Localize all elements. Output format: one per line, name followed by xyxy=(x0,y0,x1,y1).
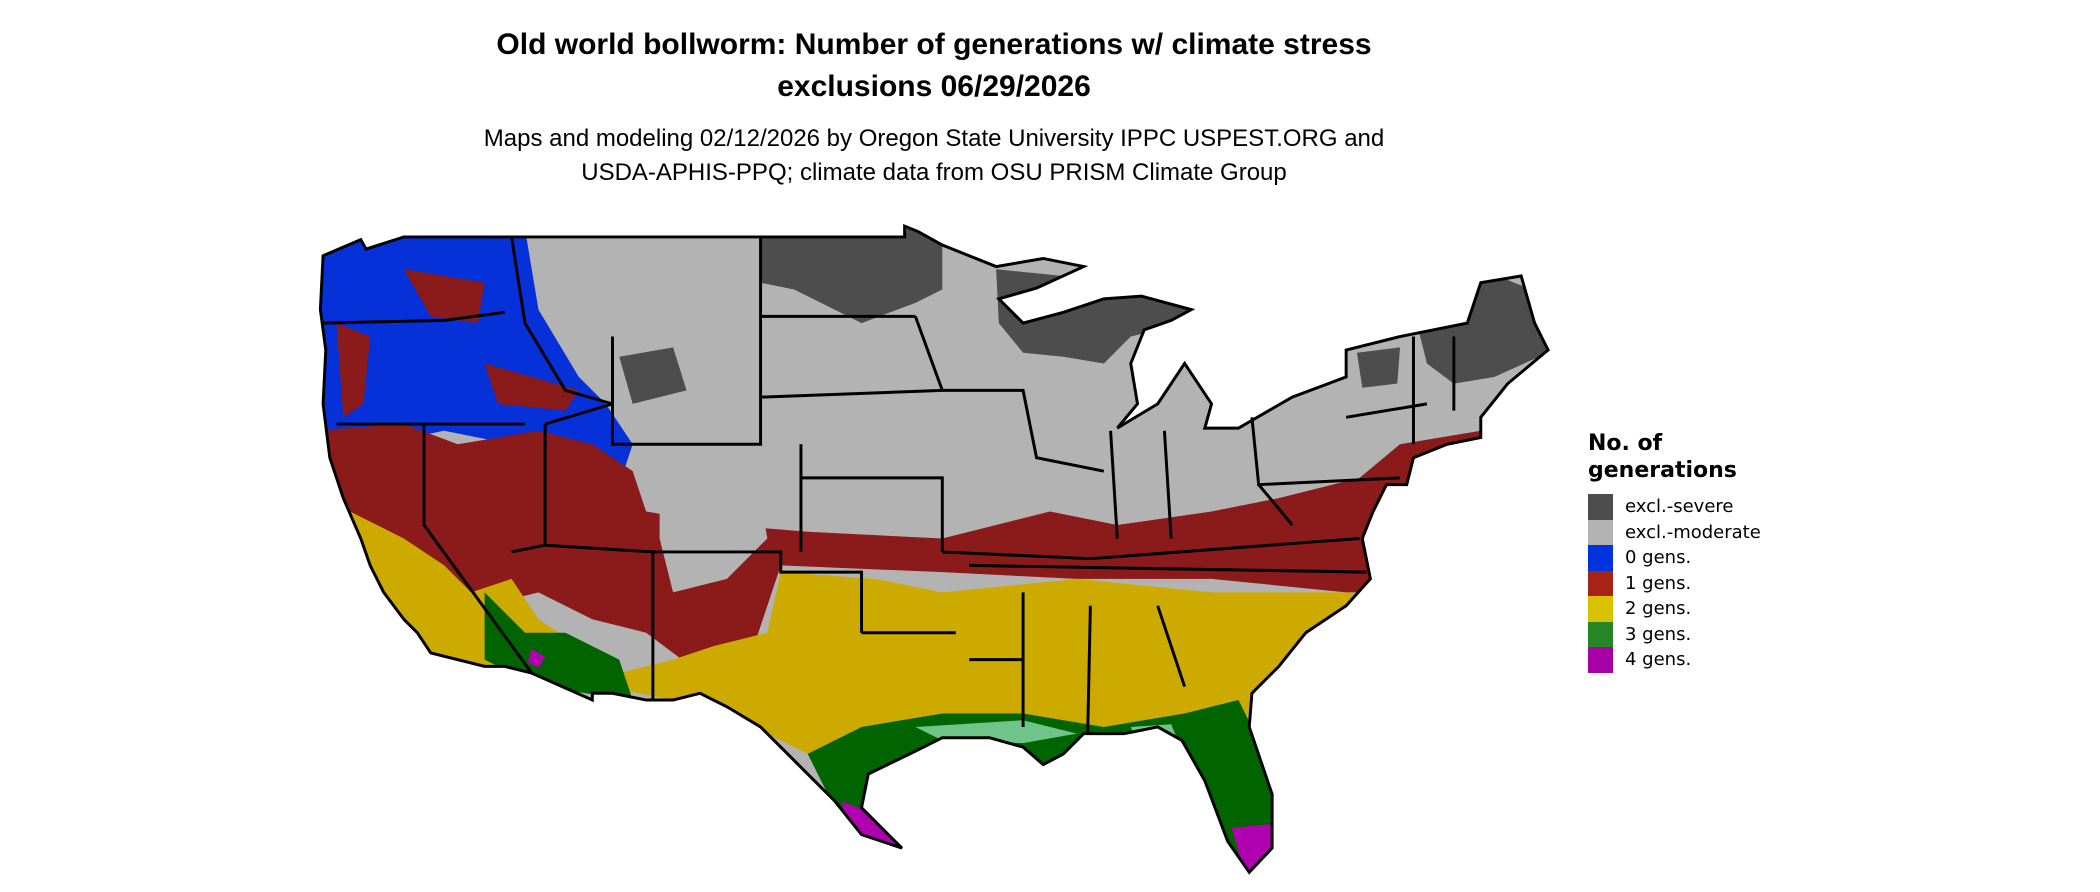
legend-item: 2 gens. xyxy=(1588,596,1761,622)
legend-items: excl.-severe excl.-moderate 0 gens. 1 gens.… xyxy=(1588,494,1761,673)
legend-item: 3 gens. xyxy=(1588,621,1761,647)
legend-title-line-2: generations xyxy=(1588,458,1737,483)
legend-item: 4 gens. xyxy=(1588,647,1761,673)
legend-title: No. of generations xyxy=(1588,430,1761,484)
map-title: Old world bollworm: Number of generation… xyxy=(334,24,1534,108)
excl-severe-region-minnesota xyxy=(760,228,943,324)
legend-item: excl.-severe xyxy=(1588,494,1761,520)
legend-swatch xyxy=(1588,545,1613,571)
gen1-region-northwest-patches xyxy=(336,269,579,418)
legend-label: 1 gens. xyxy=(1625,572,1692,594)
excl-severe-region-wyoming xyxy=(619,347,687,404)
legend-label: 4 gens. xyxy=(1625,649,1692,671)
gen0-region-rockies xyxy=(659,457,768,593)
subtitle-line-1: Maps and modeling 02/12/2026 by Oregon S… xyxy=(483,125,1385,152)
legend-item: 0 gens. xyxy=(1588,545,1761,571)
legend: No. of generations excl.-severe excl.-mod… xyxy=(1588,430,1761,673)
legend-swatch xyxy=(1588,494,1613,520)
state-borders xyxy=(318,224,1550,874)
legend-swatch xyxy=(1588,519,1613,545)
legend-label: 2 gens. xyxy=(1625,598,1692,620)
gen2-region-south xyxy=(350,511,1387,768)
legend-swatch xyxy=(1588,570,1613,596)
legend-label: 0 gens. xyxy=(1625,547,1692,569)
excl-severe-region-great-lakes xyxy=(996,269,1199,364)
title-line-2: exclusions 06/29/2026 xyxy=(777,70,1091,103)
legend-label: excl.-moderate xyxy=(1625,521,1761,543)
gen1-region-band xyxy=(320,424,1481,674)
legend-swatch xyxy=(1588,647,1613,673)
title-line-1: Old world bollworm: Number of generation… xyxy=(496,28,1372,61)
legend-swatch xyxy=(1588,621,1613,647)
legend-item: excl.-moderate xyxy=(1588,519,1761,545)
map-subtitle: Maps and modeling 02/12/2026 by Oregon S… xyxy=(334,122,1534,190)
legend-title-line-1: No. of xyxy=(1588,431,1663,456)
subtitle-line-2: USDA-APHIS-PPQ; climate data from OSU PR… xyxy=(581,159,1287,186)
legend-label: excl.-severe xyxy=(1625,496,1734,518)
legend-label: 3 gens. xyxy=(1625,623,1692,645)
gen4-region-arizona xyxy=(527,648,546,668)
excl-severe-region-adirondacks xyxy=(1356,347,1400,388)
legend-item: 1 gens. xyxy=(1588,570,1761,596)
legend-swatch xyxy=(1588,596,1613,622)
